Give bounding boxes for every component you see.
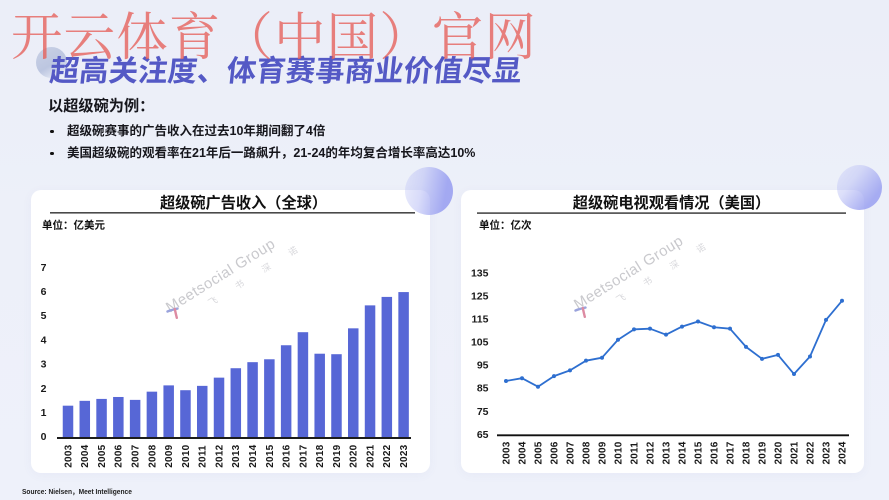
svg-text:2005: 2005 xyxy=(533,441,544,464)
svg-text:2009: 2009 xyxy=(597,441,608,464)
svg-text:2004: 2004 xyxy=(517,441,528,464)
svg-text:2013: 2013 xyxy=(661,441,672,464)
svg-text:2015: 2015 xyxy=(693,441,704,464)
svg-text:135: 135 xyxy=(471,268,489,280)
svg-text:1: 1 xyxy=(41,407,47,419)
svg-text:5: 5 xyxy=(41,310,47,322)
svg-text:2004: 2004 xyxy=(80,444,91,467)
svg-text:2017: 2017 xyxy=(725,441,736,464)
svg-text:4: 4 xyxy=(41,334,47,346)
svg-text:2011: 2011 xyxy=(629,442,640,465)
svg-text:2019: 2019 xyxy=(757,441,768,464)
svg-text:2008: 2008 xyxy=(147,444,158,467)
svg-text:2005: 2005 xyxy=(97,444,108,467)
svg-text:2012: 2012 xyxy=(214,444,225,467)
svg-text:2022: 2022 xyxy=(805,441,816,464)
svg-text:单位：亿美元: 单位：亿美元 xyxy=(42,219,105,232)
svg-text:2014: 2014 xyxy=(677,441,688,464)
svg-text:2007: 2007 xyxy=(565,441,576,464)
svg-text:2018: 2018 xyxy=(741,441,752,464)
svg-text:2011: 2011 xyxy=(198,445,209,468)
svg-text:0: 0 xyxy=(41,431,47,443)
svg-text:2022: 2022 xyxy=(382,444,393,467)
svg-text:2013: 2013 xyxy=(231,444,242,467)
svg-text:2024: 2024 xyxy=(837,441,848,464)
svg-text:2021: 2021 xyxy=(789,441,800,464)
svg-text:2023: 2023 xyxy=(821,441,832,464)
svg-text:2016: 2016 xyxy=(709,441,720,464)
svg-text:2020: 2020 xyxy=(349,444,360,467)
svg-text:2008: 2008 xyxy=(581,441,592,464)
svg-text:2014: 2014 xyxy=(248,444,259,467)
svg-text:6: 6 xyxy=(41,286,47,298)
svg-text:65: 65 xyxy=(477,429,489,441)
svg-text:2016: 2016 xyxy=(282,444,293,467)
svg-text:2006: 2006 xyxy=(114,444,125,467)
svg-text:85: 85 xyxy=(477,383,489,395)
svg-text:2017: 2017 xyxy=(298,444,309,467)
svg-text:2023: 2023 xyxy=(399,444,410,467)
svg-text:2007: 2007 xyxy=(131,444,142,467)
svg-text:115: 115 xyxy=(472,314,489,326)
svg-text:105: 105 xyxy=(471,337,489,349)
svg-text:2015: 2015 xyxy=(265,444,276,467)
svg-text:3: 3 xyxy=(41,359,47,371)
svg-text:2006: 2006 xyxy=(549,441,560,464)
svg-text:7: 7 xyxy=(41,262,47,274)
svg-text:2010: 2010 xyxy=(613,441,624,464)
svg-text:超级碗电视观看情况（美国）: 超级碗电视观看情况（美国） xyxy=(573,194,770,212)
svg-text:125: 125 xyxy=(471,291,489,303)
svg-text:2018: 2018 xyxy=(315,444,326,467)
svg-text:2003: 2003 xyxy=(501,441,512,464)
svg-text:75: 75 xyxy=(477,406,489,418)
svg-text:超级碗广告收入（全球）: 超级碗广告收入（全球） xyxy=(160,194,327,212)
svg-text:2009: 2009 xyxy=(164,444,175,467)
svg-text:2019: 2019 xyxy=(332,444,343,467)
svg-text:2003: 2003 xyxy=(63,444,74,467)
svg-text:单位：亿次: 单位：亿次 xyxy=(479,219,532,232)
svg-text:2012: 2012 xyxy=(645,441,656,464)
svg-text:2010: 2010 xyxy=(181,444,192,467)
svg-text:2020: 2020 xyxy=(773,441,784,464)
svg-text:2021: 2021 xyxy=(365,444,376,467)
svg-text:95: 95 xyxy=(477,360,489,372)
svg-text:2: 2 xyxy=(41,383,47,395)
